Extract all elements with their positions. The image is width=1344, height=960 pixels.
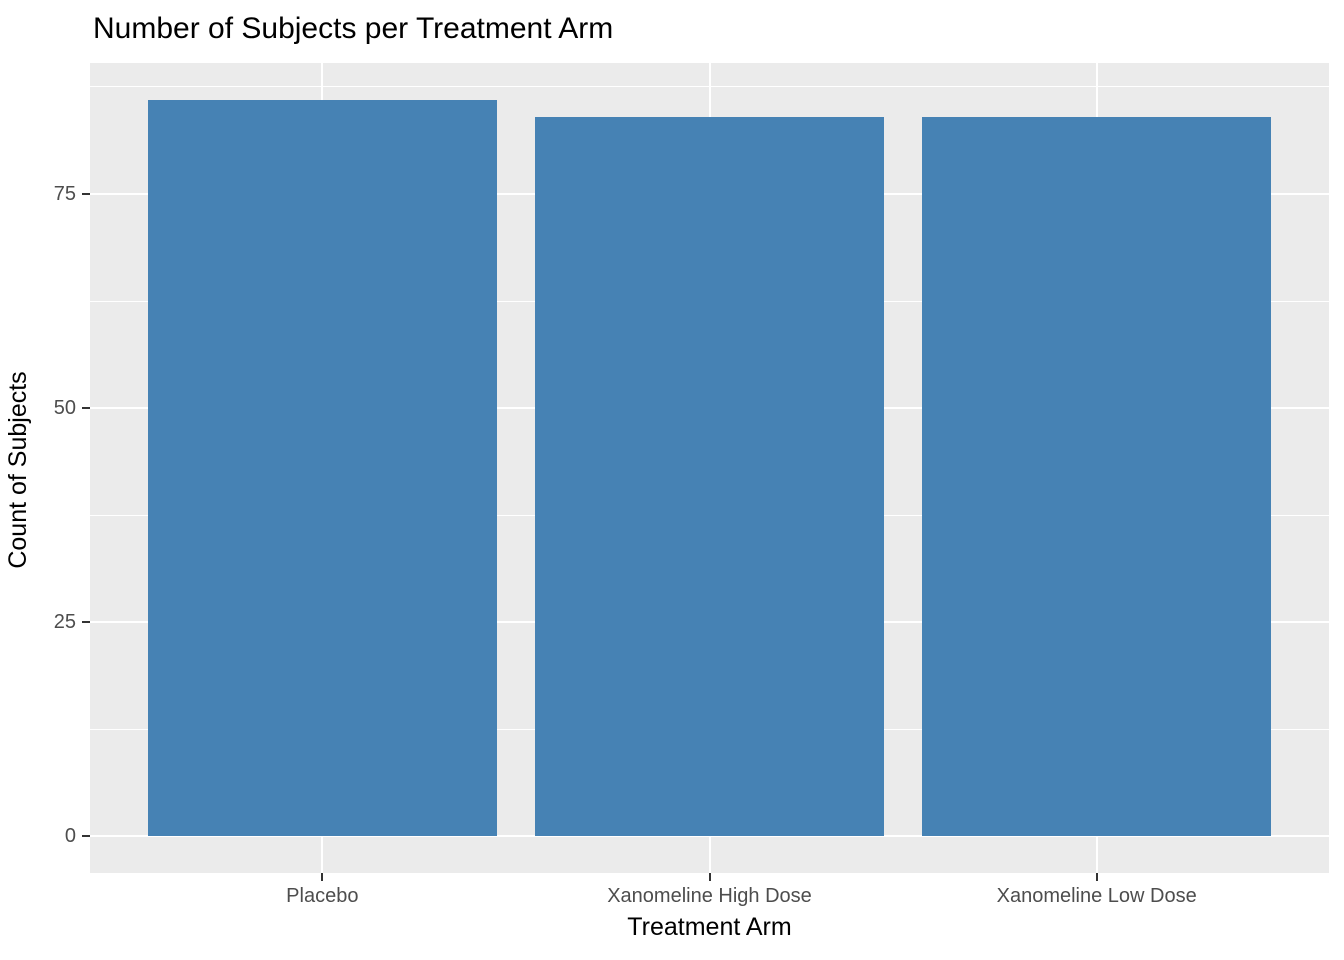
- plot-area: [90, 63, 1329, 873]
- y-axis-tick: [82, 407, 90, 410]
- y-axis-tick: [82, 193, 90, 195]
- x-tick-label: Xanomeline High Dose: [607, 885, 812, 907]
- x-tick-label: Xanomeline Low Dose: [996, 885, 1197, 907]
- y-tick-label: 0: [64, 825, 76, 848]
- bar-placebo: [148, 99, 497, 837]
- x-axis-tick: [1095, 873, 1098, 881]
- x-axis-title: Treatment Arm: [627, 913, 792, 941]
- y-tick-label: 50: [53, 397, 76, 420]
- y-axis-title: Count of Subjects: [4, 371, 32, 569]
- y-axis-tick: [82, 621, 90, 624]
- x-axis-tick: [321, 873, 324, 881]
- y-axis-tick: [82, 835, 90, 838]
- y-tick-label: 25: [53, 611, 76, 634]
- plot-title: Number of Subjects per Treatment Arm: [93, 12, 614, 45]
- bar-xanomeline-low-dose: [922, 116, 1271, 837]
- y-tick-label: 75: [53, 183, 76, 205]
- x-axis-tick: [708, 873, 711, 881]
- bar-xanomeline-high-dose: [535, 116, 884, 837]
- x-tick-label: Placebo: [286, 885, 359, 907]
